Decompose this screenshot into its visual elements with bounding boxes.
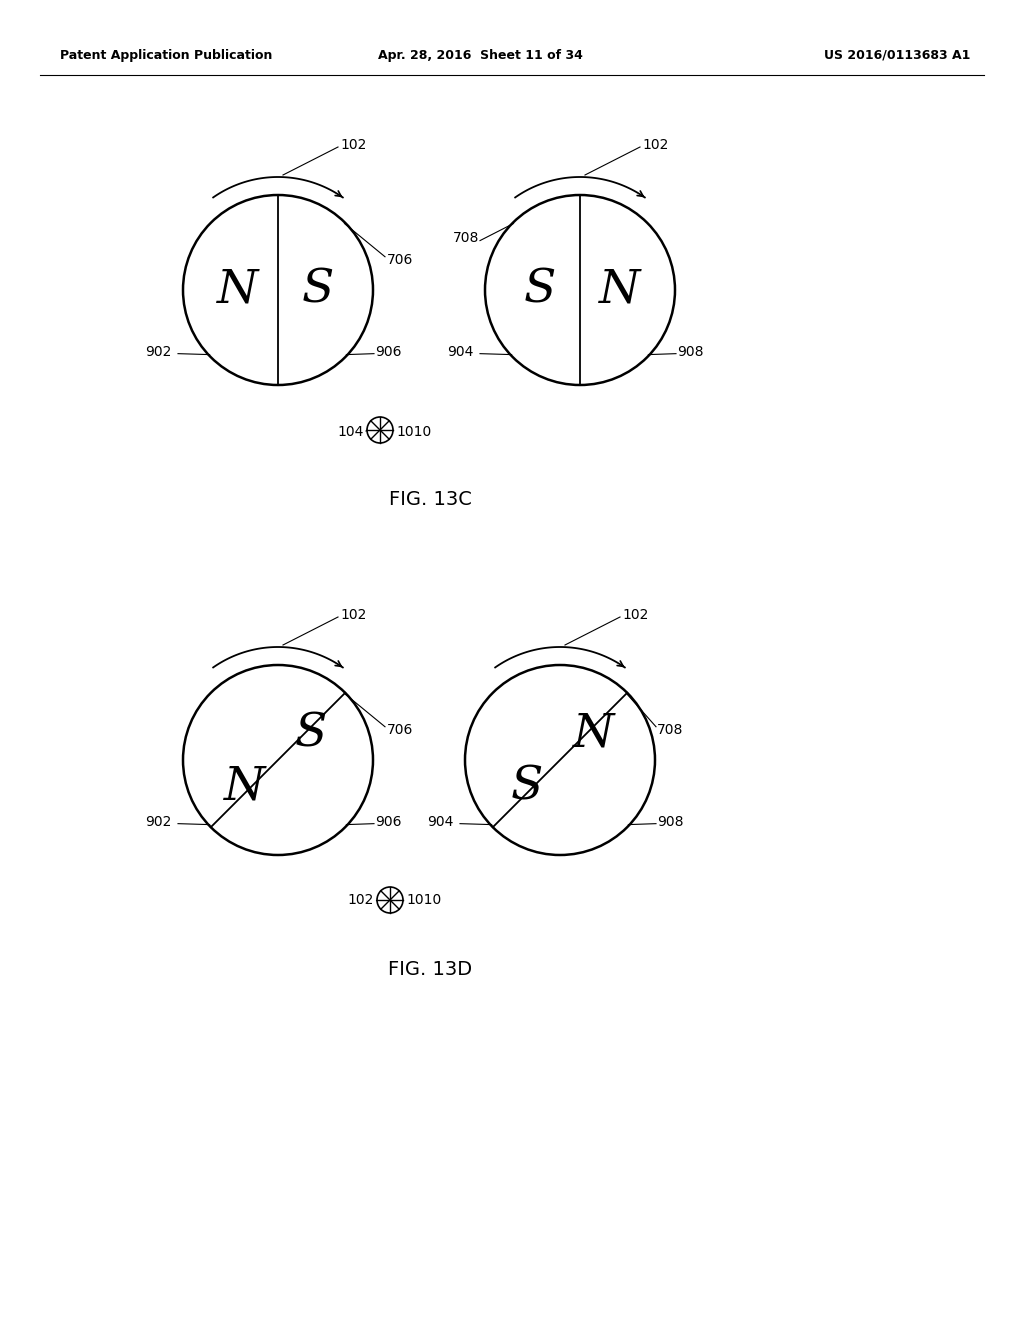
Text: N: N	[224, 764, 265, 809]
Text: 902: 902	[145, 345, 171, 359]
Text: 902: 902	[145, 814, 171, 829]
Text: 102: 102	[340, 609, 367, 622]
Text: S: S	[295, 710, 328, 756]
Text: 906: 906	[375, 345, 401, 359]
Text: 908: 908	[657, 814, 683, 829]
Text: S: S	[511, 764, 543, 809]
Text: 904: 904	[447, 345, 473, 359]
Text: N: N	[217, 268, 259, 313]
Text: 102: 102	[642, 139, 669, 152]
Text: 102: 102	[340, 139, 367, 152]
Text: Apr. 28, 2016  Sheet 11 of 34: Apr. 28, 2016 Sheet 11 of 34	[378, 49, 583, 62]
Text: S: S	[302, 268, 334, 313]
Text: 904: 904	[427, 814, 454, 829]
Text: FIG. 13D: FIG. 13D	[388, 960, 472, 979]
Text: 104: 104	[338, 425, 364, 440]
Text: 708: 708	[453, 231, 479, 244]
Text: 1010: 1010	[396, 425, 431, 440]
Text: 102: 102	[347, 894, 374, 907]
Text: 908: 908	[677, 345, 703, 359]
Text: S: S	[524, 268, 556, 313]
Text: N: N	[572, 710, 614, 756]
Text: 708: 708	[657, 722, 683, 737]
Text: US 2016/0113683 A1: US 2016/0113683 A1	[823, 49, 970, 62]
Text: 906: 906	[375, 814, 401, 829]
Text: N: N	[599, 268, 641, 313]
Text: 102: 102	[622, 609, 648, 622]
Text: 706: 706	[387, 252, 414, 267]
Text: 1010: 1010	[406, 894, 441, 907]
Text: Patent Application Publication: Patent Application Publication	[60, 49, 272, 62]
Text: 706: 706	[387, 722, 414, 737]
Text: FIG. 13C: FIG. 13C	[388, 490, 471, 510]
